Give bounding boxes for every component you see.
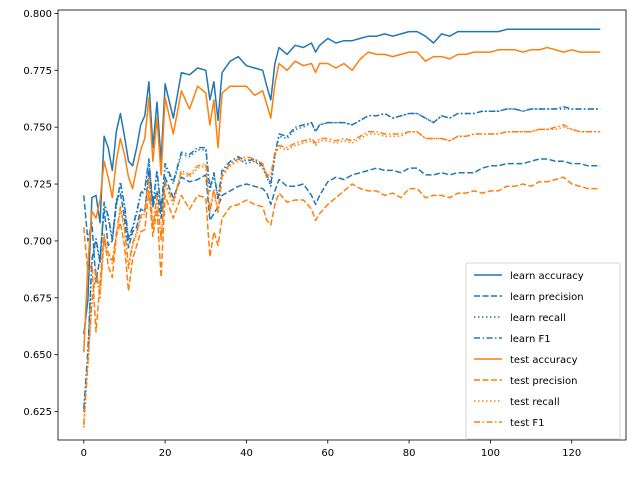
series-line-7 bbox=[83, 124, 601, 426]
x-tick-label: 60 bbox=[321, 448, 334, 459]
series-line-4 bbox=[83, 46, 601, 353]
series-line-1 bbox=[83, 158, 601, 283]
legend-label: learn F1 bbox=[510, 334, 551, 345]
series-line-2 bbox=[83, 108, 601, 412]
y-tick-label: 0.650 bbox=[23, 350, 52, 361]
legend-label: learn precision bbox=[510, 292, 584, 303]
legend: learn accuracy learn precision learn recal… bbox=[465, 262, 621, 440]
legend-label: learn accuracy bbox=[510, 271, 584, 282]
x-tick-label: 100 bbox=[481, 448, 500, 459]
series-line-3 bbox=[83, 105, 601, 410]
legend-label: test recall bbox=[510, 397, 560, 408]
y-tick-label: 0.800 bbox=[23, 9, 52, 20]
y-tick-label: 0.700 bbox=[23, 236, 52, 247]
legend-label: test accuracy bbox=[510, 355, 578, 366]
y-tick-label: 0.675 bbox=[23, 293, 52, 304]
x-tick-label: 20 bbox=[159, 448, 172, 459]
y-tick-label: 0.750 bbox=[23, 123, 52, 134]
series-line-5 bbox=[83, 176, 601, 333]
y-tick-label: 0.625 bbox=[23, 407, 52, 418]
series-layer bbox=[83, 28, 601, 428]
series-line-0 bbox=[83, 28, 601, 335]
x-tick-label: 80 bbox=[403, 448, 416, 459]
y-tick-label: 0.725 bbox=[23, 180, 52, 191]
legend-label: learn recall bbox=[510, 313, 566, 324]
y-tick-label: 0.775 bbox=[23, 66, 52, 77]
y-axis: 0.625 0.650 0.675 0.700 0.725 0.750 0.775 0.800 bbox=[23, 9, 58, 418]
legend-box bbox=[465, 262, 621, 440]
x-tick-label: 0 bbox=[81, 448, 87, 459]
x-axis: 0 20 40 60 80 100 120 bbox=[81, 440, 581, 459]
legend-label: test F1 bbox=[510, 418, 545, 429]
plot-frame bbox=[57, 9, 627, 441]
x-tick-label: 40 bbox=[240, 448, 253, 459]
legend-label: test precision bbox=[510, 376, 578, 387]
x-tick-label: 120 bbox=[562, 448, 581, 459]
